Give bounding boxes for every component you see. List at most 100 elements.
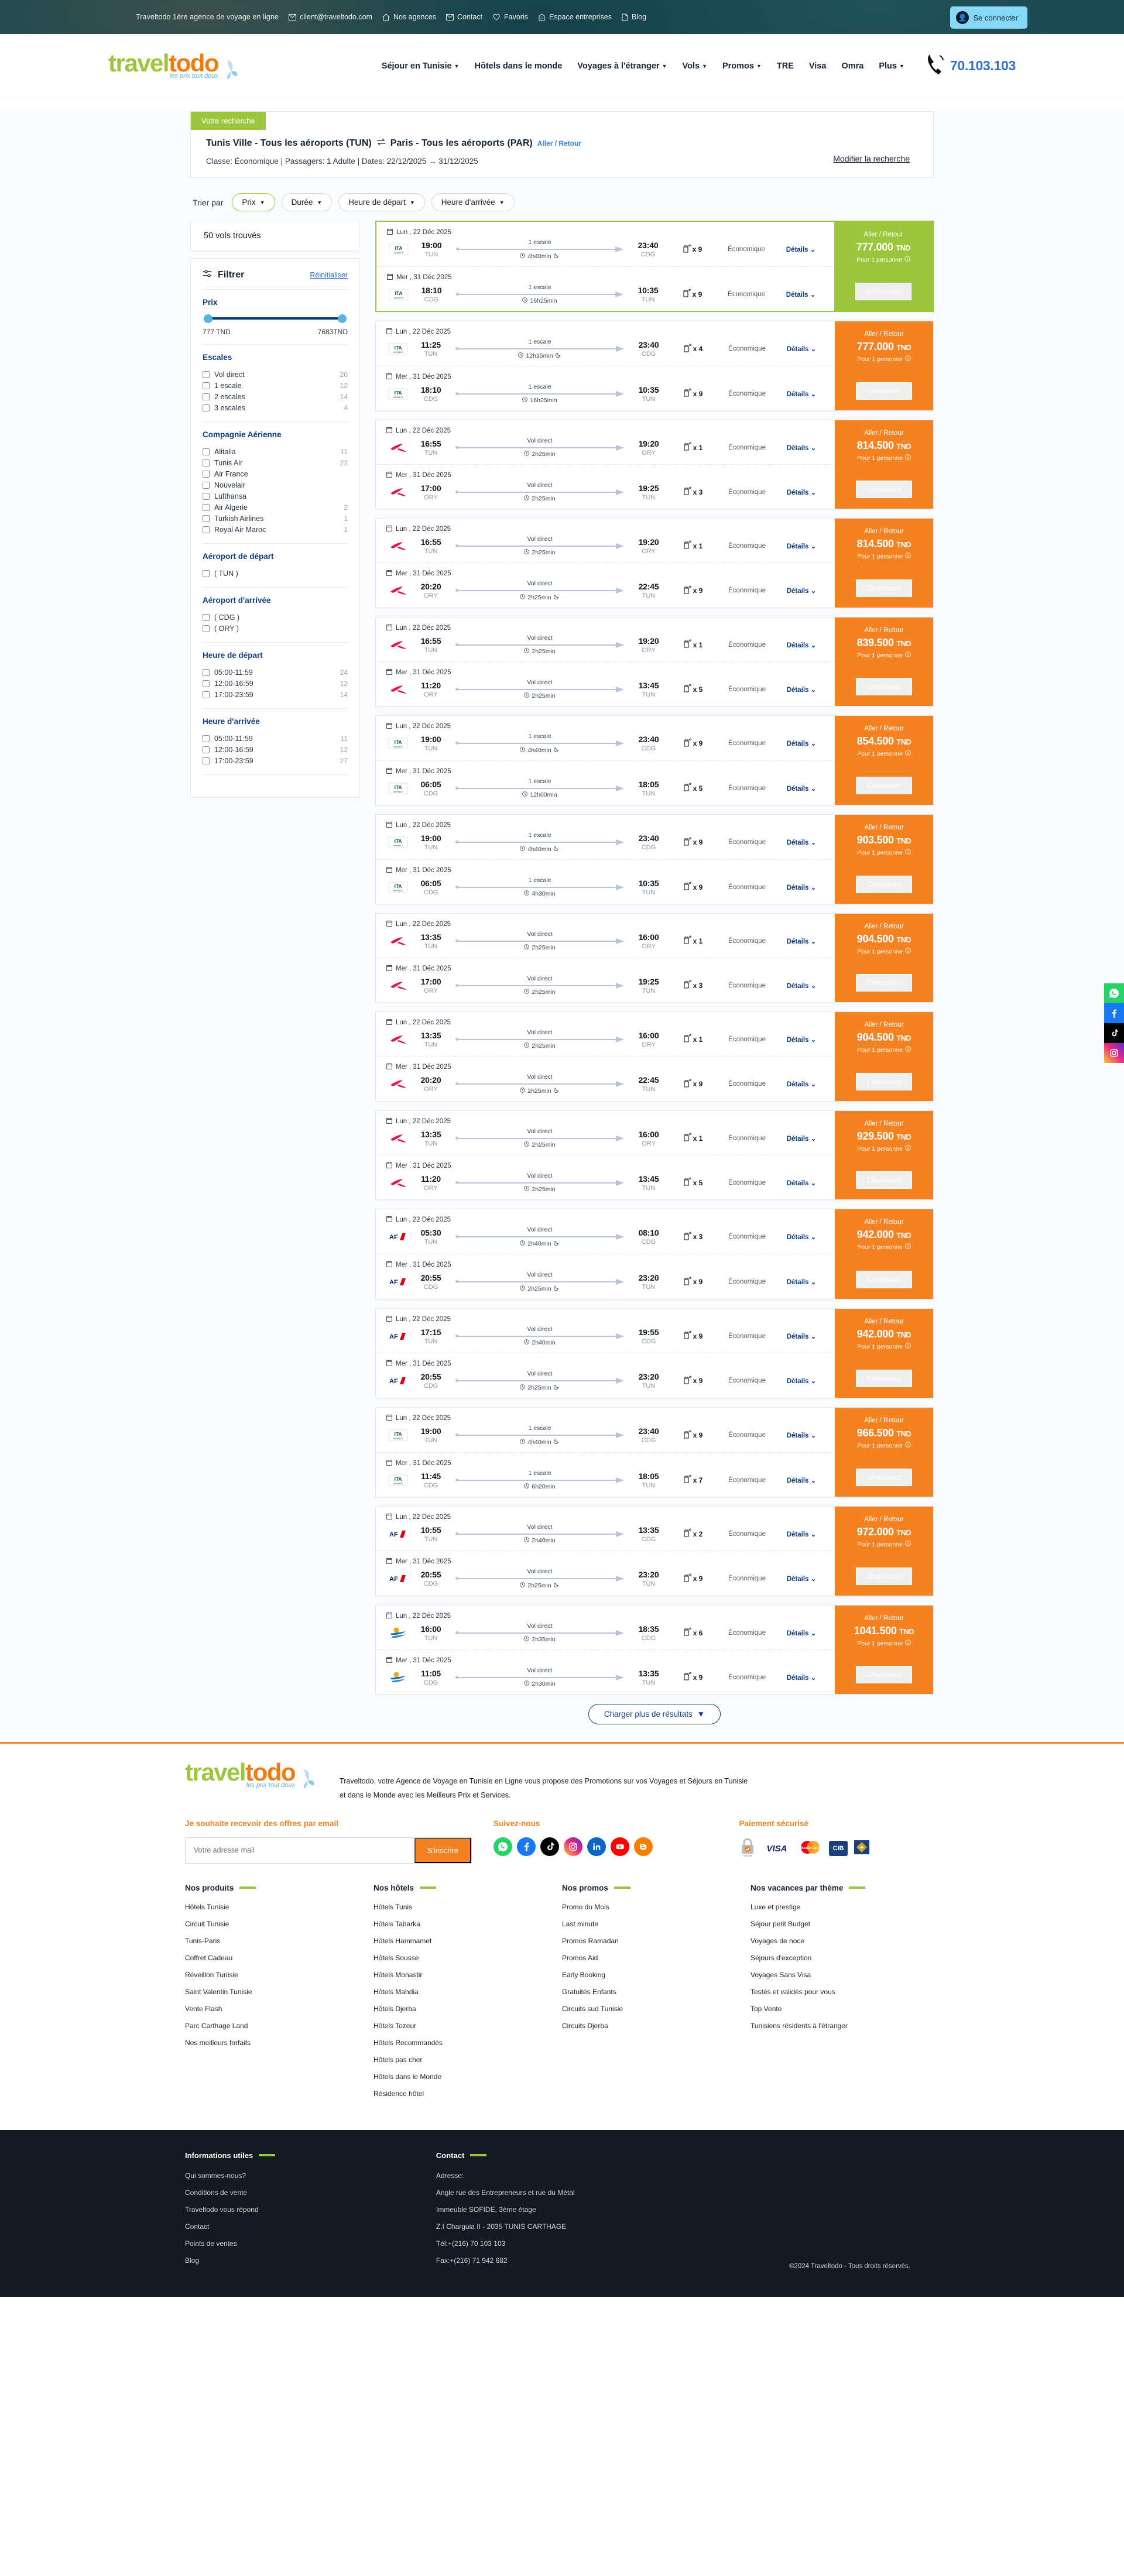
modify-search-link[interactable]: Modifier la recherche (833, 154, 910, 163)
choose-button[interactable]: Choisissez (855, 1171, 913, 1189)
flight-card[interactable]: Lun , 22 Déc 2025 AF 17:15 TUN Vol direct 2h4… (375, 1308, 934, 1398)
topbar-link-contact[interactable]: Contact (446, 13, 482, 21)
footer-link[interactable]: Early Booking (562, 1970, 606, 1979)
details-link[interactable]: Détails ⌄ (786, 390, 817, 398)
choose-button[interactable]: Choisissez (855, 1666, 913, 1683)
choose-button[interactable]: Choisissez (855, 481, 913, 498)
filter-option[interactable]: Vol direct 20 (203, 369, 348, 380)
checkbox[interactable] (203, 503, 210, 511)
details-link[interactable]: Détails ⌄ (786, 1179, 817, 1187)
footer-link[interactable]: Hôtels Tunisie (185, 1902, 229, 1911)
facebook-icon[interactable] (1104, 1003, 1124, 1023)
footer-link[interactable]: Promos Aid (562, 1953, 598, 1962)
details-link[interactable]: Détails ⌄ (786, 1333, 817, 1340)
details-link[interactable]: Détails ⌄ (786, 1477, 817, 1484)
footer-link[interactable]: Résidence hôtel (373, 2089, 424, 2098)
details-link[interactable]: Détails ⌄ (786, 785, 817, 793)
footer-link[interactable]: Last minute (562, 1919, 599, 1928)
youtube-icon[interactable] (610, 1837, 629, 1856)
checkbox[interactable] (203, 680, 210, 687)
footer-info-link[interactable]: Traveltodo vous répond (185, 2205, 259, 2214)
checkbox[interactable] (203, 393, 210, 400)
details-link[interactable]: Détails ⌄ (786, 291, 816, 299)
details-link[interactable]: Détails ⌄ (786, 1378, 817, 1385)
footer-link[interactable]: Hôtels dans le Monde (373, 2072, 442, 2081)
details-link[interactable]: Détails ⌄ (786, 444, 817, 452)
slider-handle-max[interactable] (338, 314, 347, 323)
flight-card[interactable]: Lun , 22 Déc 2025 AF 05:30 TUN Vol direct 2h4… (375, 1209, 934, 1299)
filter-option[interactable]: 12:00-16:59 12 (203, 744, 348, 755)
footer-link[interactable]: Réveillon Tunisie (185, 1970, 238, 1979)
details-link[interactable]: Détails ⌄ (786, 1081, 817, 1088)
footer-link[interactable]: Hôtels Tozeur (373, 2021, 417, 2030)
details-link[interactable]: Détails ⌄ (786, 642, 817, 649)
details-link[interactable]: Détails ⌄ (786, 839, 817, 846)
footer-link[interactable]: Hôtels pas cher (373, 2055, 423, 2064)
filter-option[interactable]: 05:00-11:59 11 (203, 733, 348, 744)
footer-link[interactable]: Séjours d'exception (751, 1953, 812, 1962)
footer-link[interactable]: Hôtels Djerba (373, 2004, 416, 2013)
checkbox[interactable] (203, 404, 210, 411)
checkbox[interactable] (203, 735, 210, 742)
details-link[interactable]: Détails ⌄ (786, 1279, 817, 1286)
footer-link[interactable]: Testés et validés pour vous (751, 1987, 835, 1996)
instagram-icon[interactable] (1104, 1043, 1124, 1063)
choose-button[interactable]: Choisissez (855, 678, 913, 695)
nav-item-plus[interactable]: Plus ▼ (879, 61, 904, 71)
details-link[interactable]: Détails ⌄ (786, 543, 817, 550)
checkbox[interactable] (203, 492, 210, 500)
flight-card[interactable]: Lun , 22 Déc 2025 16:55 TUN Vol direct 2h25m… (375, 518, 934, 608)
nav-item-omra[interactable]: Omra (841, 61, 863, 71)
footer-logo[interactable]: traveltodo les prix tout doux (185, 1760, 316, 1789)
filter-option[interactable]: 17:00-23:59 27 (203, 755, 348, 766)
checkbox[interactable] (203, 746, 210, 753)
choose-button[interactable]: Choisissez (855, 876, 913, 893)
footer-link[interactable]: Parc Carthage Land (185, 2021, 248, 2030)
choose-button[interactable]: Choisissez (855, 1073, 913, 1090)
footer-link[interactable]: Hôtels Tunis (373, 1902, 413, 1911)
checkbox[interactable] (203, 514, 210, 522)
flight-card[interactable]: Lun , 22 Déc 2025 16:00 TUN Vol direct 2h35m… (375, 1605, 934, 1695)
filter-option[interactable]: Alitalia 11 (203, 446, 348, 457)
choose-button[interactable]: Choisissez (855, 283, 912, 300)
footer-link[interactable]: Gratuités Enfants (562, 1987, 616, 1996)
checkbox[interactable] (203, 371, 210, 378)
footer-link[interactable]: Voyages de noce (751, 1936, 805, 1945)
topbar-link-blog[interactable]: Blog (622, 13, 646, 21)
topbar-link-favoris[interactable]: Favoris (492, 13, 528, 21)
nav-item-hotels-monde[interactable]: Hôtels dans le monde (474, 61, 562, 71)
nav-item-vols[interactable]: Vols ▼ (682, 61, 707, 71)
flight-card[interactable]: Lun , 22 Déc 2025 13:35 TUN Vol direct 2h25m… (375, 1011, 934, 1102)
checkbox[interactable] (203, 691, 210, 698)
choose-button[interactable]: Choisissez (855, 382, 913, 400)
details-link[interactable]: Détails ⌄ (786, 1234, 817, 1241)
footer-link[interactable]: Vente Flash (185, 2004, 222, 2013)
sort-chip-heure-arrivee[interactable]: Heure d'arrivée ▼ (431, 193, 515, 211)
flight-card[interactable]: Lun , 22 Déc 2025 ITA AIRWAYS 11:25 TUN 1 esc… (375, 321, 934, 411)
filter-option[interactable]: Lufthansa (203, 490, 348, 502)
flight-card[interactable]: Lun , 22 Déc 2025 ITA AIRWAYS 19:00 TUN 1 esc… (375, 1407, 934, 1497)
filter-option[interactable]: Tunis Air 22 (203, 457, 348, 468)
footer-link[interactable]: Tunisiens résidents à l'étranger (751, 2021, 848, 2030)
filter-option[interactable]: 17:00-23:59 14 (203, 689, 348, 700)
footer-info-link[interactable]: Points de ventes (185, 2239, 237, 2248)
filter-option[interactable]: ( ORY ) (203, 623, 348, 634)
footer-link[interactable]: Promos Ramadan (562, 1936, 619, 1945)
checkbox[interactable] (203, 613, 210, 621)
site-logo[interactable]: traveltodo les prix tout doux (108, 51, 239, 80)
details-link[interactable]: Détails ⌄ (786, 884, 817, 891)
blogger-icon[interactable] (633, 1837, 653, 1856)
facebook-icon[interactable] (516, 1837, 536, 1856)
filter-option[interactable]: 3 escales 4 (203, 402, 348, 413)
footer-link[interactable]: Séjour petit Budget (751, 1919, 811, 1928)
linkedin-icon[interactable] (587, 1837, 606, 1856)
whatsapp-icon[interactable] (493, 1837, 512, 1856)
details-link[interactable]: Détails ⌄ (786, 982, 817, 990)
choose-button[interactable]: Choisissez (855, 1370, 913, 1387)
footer-link[interactable]: Luxe et prestige (751, 1902, 801, 1911)
footer-info-link[interactable]: Contact (185, 2222, 210, 2231)
reset-filters-link[interactable]: Réinitialiser (310, 271, 348, 279)
footer-link[interactable]: Circuits Djerba (562, 2021, 608, 2030)
header-phone[interactable]: 70.103.103 (926, 52, 1016, 80)
details-link[interactable]: Détails ⌄ (786, 1531, 817, 1538)
